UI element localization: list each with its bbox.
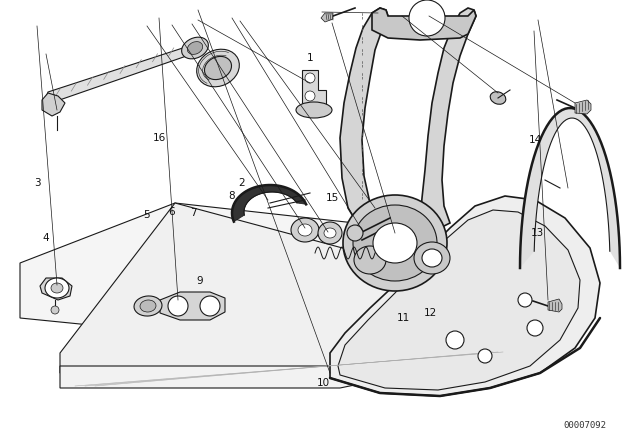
Ellipse shape	[188, 42, 203, 54]
Polygon shape	[420, 8, 476, 228]
Text: 00007092: 00007092	[563, 421, 607, 430]
Polygon shape	[548, 299, 562, 312]
Polygon shape	[575, 100, 591, 114]
Text: 10: 10	[316, 378, 330, 388]
Ellipse shape	[196, 49, 239, 87]
Polygon shape	[321, 13, 333, 22]
Text: 3: 3	[34, 178, 40, 188]
Polygon shape	[330, 196, 600, 396]
Polygon shape	[232, 185, 306, 222]
Polygon shape	[40, 278, 72, 300]
Text: 11: 11	[396, 313, 410, 323]
Ellipse shape	[205, 56, 232, 80]
Ellipse shape	[296, 102, 332, 118]
Ellipse shape	[305, 91, 315, 101]
Ellipse shape	[343, 195, 447, 291]
Text: 9: 9	[196, 276, 204, 286]
Ellipse shape	[140, 300, 156, 312]
Ellipse shape	[51, 306, 59, 314]
Ellipse shape	[409, 0, 445, 36]
Polygon shape	[302, 70, 326, 106]
Ellipse shape	[305, 73, 315, 83]
Ellipse shape	[353, 205, 437, 281]
Text: 7: 7	[189, 208, 196, 218]
Ellipse shape	[490, 92, 506, 104]
Ellipse shape	[51, 283, 63, 293]
Text: 6: 6	[169, 207, 175, 217]
Ellipse shape	[318, 222, 342, 244]
Text: 5: 5	[144, 210, 150, 220]
Polygon shape	[372, 8, 476, 40]
Ellipse shape	[354, 246, 386, 274]
Text: 15: 15	[325, 193, 339, 203]
Polygon shape	[520, 108, 620, 268]
Ellipse shape	[182, 37, 209, 59]
Ellipse shape	[45, 278, 69, 298]
Ellipse shape	[298, 224, 312, 236]
Polygon shape	[20, 203, 510, 353]
Ellipse shape	[446, 331, 464, 349]
Ellipse shape	[527, 320, 543, 336]
Text: 4: 4	[43, 233, 49, 243]
Text: 16: 16	[152, 133, 166, 143]
Ellipse shape	[518, 293, 532, 307]
Ellipse shape	[347, 225, 363, 241]
Text: 14: 14	[529, 135, 541, 145]
Polygon shape	[60, 330, 510, 388]
Polygon shape	[45, 44, 198, 104]
Ellipse shape	[200, 296, 220, 316]
Polygon shape	[160, 292, 225, 320]
Polygon shape	[340, 8, 388, 228]
Text: 8: 8	[228, 191, 236, 201]
Text: 2: 2	[239, 178, 245, 188]
Text: 13: 13	[531, 228, 543, 238]
Ellipse shape	[373, 223, 417, 263]
Polygon shape	[60, 203, 510, 373]
Ellipse shape	[168, 296, 188, 316]
Ellipse shape	[324, 228, 336, 238]
Ellipse shape	[478, 349, 492, 363]
Ellipse shape	[422, 249, 442, 267]
Text: 1: 1	[307, 53, 314, 63]
Polygon shape	[42, 93, 65, 116]
Ellipse shape	[291, 218, 319, 242]
Ellipse shape	[134, 296, 162, 316]
Text: 12: 12	[424, 308, 436, 318]
Ellipse shape	[414, 242, 450, 274]
Polygon shape	[338, 210, 580, 390]
